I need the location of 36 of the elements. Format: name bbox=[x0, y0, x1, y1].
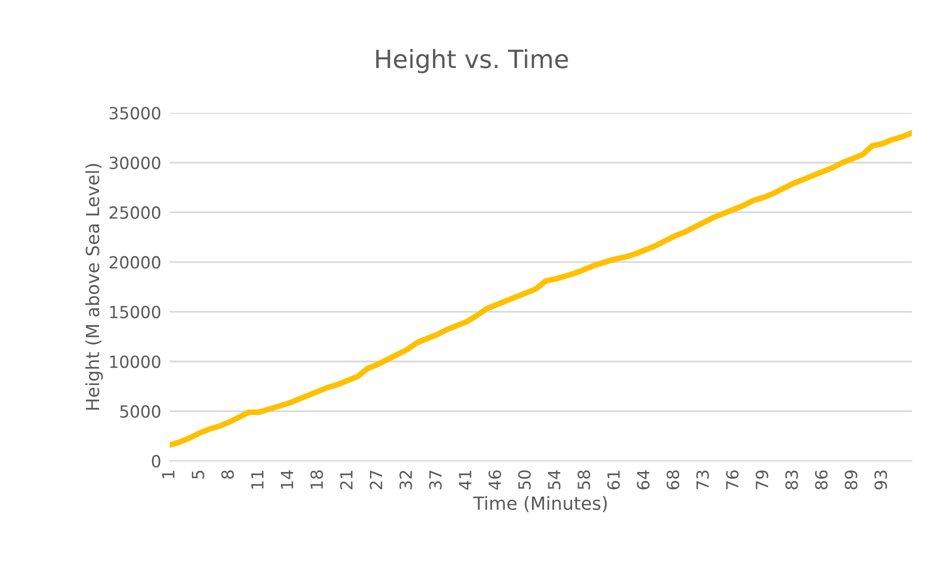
x-tick-label: 50 bbox=[518, 470, 531, 490]
x-tick-label: 58 bbox=[578, 470, 590, 490]
x-tick-label: 5 bbox=[192, 470, 204, 479]
x-tick-label: 1 bbox=[162, 470, 174, 478]
x-tick-label: 21 bbox=[340, 470, 352, 490]
x-tick-label: 27 bbox=[370, 470, 382, 490]
x-tick-label: 83 bbox=[785, 470, 798, 490]
x-tick-label: 93 bbox=[874, 470, 888, 490]
y-tick-label: 0 bbox=[152, 454, 160, 468]
y-tick-label: 30000 bbox=[110, 156, 160, 170]
chart-title: Height vs. Time bbox=[376, 49, 568, 74]
x-axis-title: Time (Minutes) bbox=[473, 496, 607, 512]
x-tick-label: 37 bbox=[429, 470, 442, 490]
y-tick-label: 10000 bbox=[110, 355, 160, 368]
y-tick-label: 25000 bbox=[110, 206, 160, 219]
x-tick-label: 61 bbox=[607, 470, 620, 490]
x-tick-label: 73 bbox=[696, 470, 709, 490]
y-tick-label: 15000 bbox=[110, 306, 160, 318]
x-tick-label: 79 bbox=[756, 470, 768, 490]
x-tick-label: 64 bbox=[636, 470, 650, 490]
y-tick-label: 20000 bbox=[110, 256, 160, 269]
x-tick-label: 89 bbox=[844, 470, 858, 490]
x-tick-label: 76 bbox=[726, 470, 739, 490]
x-tick-label: 32 bbox=[399, 470, 412, 490]
x-tick-label: 54 bbox=[548, 470, 560, 490]
x-tick-label: 11 bbox=[251, 470, 264, 489]
y-axis-title: Height (M above Sea Level) bbox=[85, 164, 103, 410]
x-tick-label: 86 bbox=[815, 470, 828, 490]
y-tick-label: 35000 bbox=[110, 106, 160, 120]
x-tick-label: 46 bbox=[488, 470, 502, 490]
y-tick-label: 5000 bbox=[120, 405, 160, 418]
x-tick-label: 41 bbox=[459, 470, 472, 490]
x-tick-label: 18 bbox=[310, 470, 324, 489]
x-tick-label: 68 bbox=[666, 470, 680, 490]
x-tick-label: 14 bbox=[280, 470, 294, 489]
x-tick-label: 8 bbox=[221, 470, 234, 479]
